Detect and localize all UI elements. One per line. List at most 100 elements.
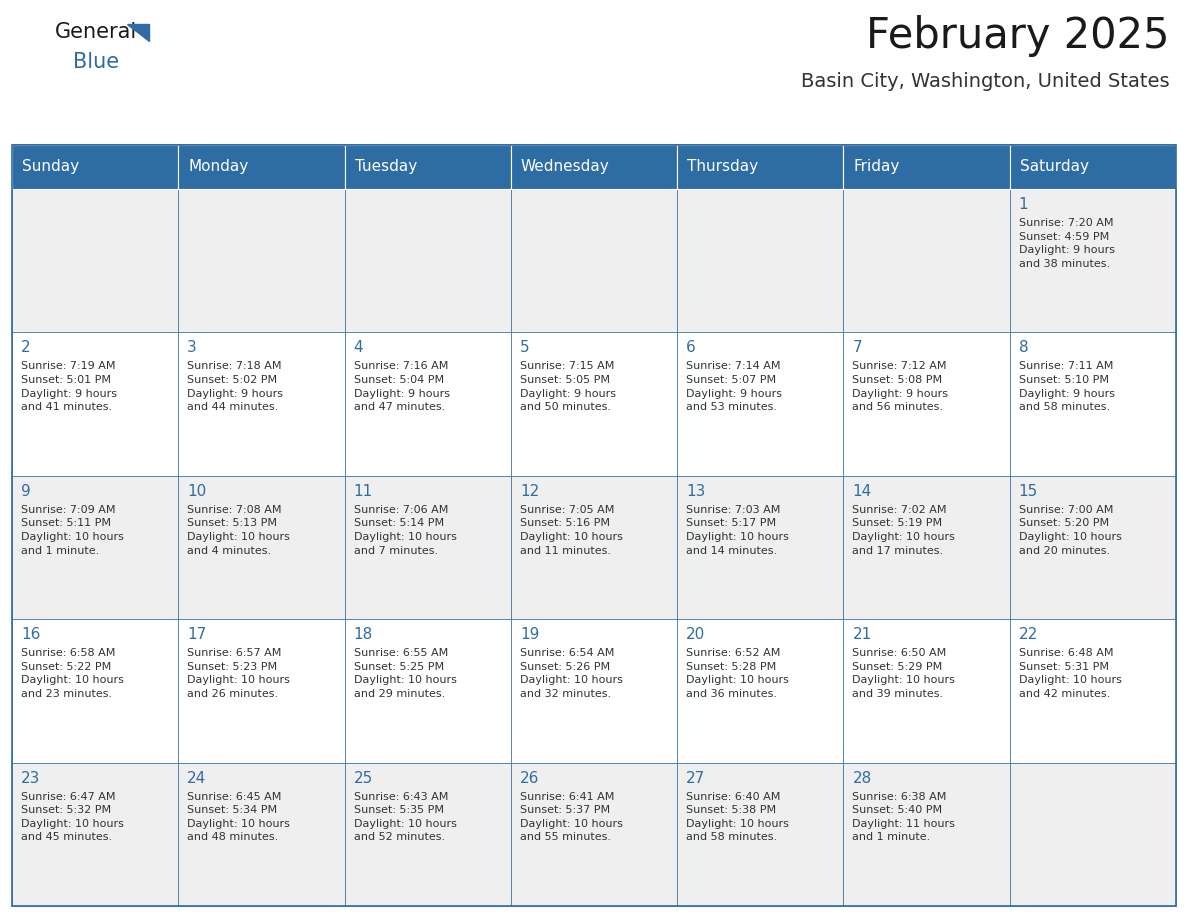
Text: 20: 20 xyxy=(687,627,706,643)
Text: 26: 26 xyxy=(520,770,539,786)
Bar xyxy=(677,476,843,620)
Text: Friday: Friday xyxy=(853,160,899,174)
Bar xyxy=(178,476,345,620)
Text: 19: 19 xyxy=(520,627,539,643)
Bar xyxy=(1010,763,1176,906)
Bar xyxy=(178,763,345,906)
Bar xyxy=(345,145,511,189)
Text: Sunrise: 7:06 AM
Sunset: 5:14 PM
Daylight: 10 hours
and 7 minutes.: Sunrise: 7:06 AM Sunset: 5:14 PM Dayligh… xyxy=(354,505,456,555)
Text: Wednesday: Wednesday xyxy=(520,160,609,174)
Bar xyxy=(511,476,677,620)
Text: Sunrise: 7:03 AM
Sunset: 5:17 PM
Daylight: 10 hours
and 14 minutes.: Sunrise: 7:03 AM Sunset: 5:17 PM Dayligh… xyxy=(687,505,789,555)
Text: Sunrise: 7:20 AM
Sunset: 4:59 PM
Daylight: 9 hours
and 38 minutes.: Sunrise: 7:20 AM Sunset: 4:59 PM Dayligh… xyxy=(1019,218,1114,269)
Bar xyxy=(1010,332,1176,476)
Bar xyxy=(843,763,1010,906)
Bar xyxy=(1010,189,1176,332)
Bar xyxy=(345,763,511,906)
Bar xyxy=(345,189,511,332)
Bar xyxy=(12,145,1176,906)
Text: 14: 14 xyxy=(853,484,872,498)
Text: Sunrise: 7:14 AM
Sunset: 5:07 PM
Daylight: 9 hours
and 53 minutes.: Sunrise: 7:14 AM Sunset: 5:07 PM Dayligh… xyxy=(687,362,782,412)
Bar xyxy=(843,620,1010,763)
Text: 11: 11 xyxy=(354,484,373,498)
Bar xyxy=(843,145,1010,189)
Text: 3: 3 xyxy=(188,341,197,355)
Text: 24: 24 xyxy=(188,770,207,786)
Text: 5: 5 xyxy=(520,341,530,355)
Text: Sunrise: 7:19 AM
Sunset: 5:01 PM
Daylight: 9 hours
and 41 minutes.: Sunrise: 7:19 AM Sunset: 5:01 PM Dayligh… xyxy=(21,362,116,412)
Bar xyxy=(843,332,1010,476)
Text: Sunrise: 6:48 AM
Sunset: 5:31 PM
Daylight: 10 hours
and 42 minutes.: Sunrise: 6:48 AM Sunset: 5:31 PM Dayligh… xyxy=(1019,648,1121,699)
Text: Thursday: Thursday xyxy=(687,160,758,174)
Bar xyxy=(1010,476,1176,620)
Text: 1: 1 xyxy=(1019,197,1029,212)
Text: Sunrise: 6:41 AM
Sunset: 5:37 PM
Daylight: 10 hours
and 55 minutes.: Sunrise: 6:41 AM Sunset: 5:37 PM Dayligh… xyxy=(520,791,623,843)
Text: 23: 23 xyxy=(21,770,40,786)
Text: 12: 12 xyxy=(520,484,539,498)
Text: Sunrise: 6:50 AM
Sunset: 5:29 PM
Daylight: 10 hours
and 39 minutes.: Sunrise: 6:50 AM Sunset: 5:29 PM Dayligh… xyxy=(853,648,955,699)
Bar xyxy=(12,189,178,332)
Bar xyxy=(1010,145,1176,189)
Bar xyxy=(12,476,178,620)
Text: 13: 13 xyxy=(687,484,706,498)
Text: 9: 9 xyxy=(21,484,31,498)
Bar xyxy=(677,763,843,906)
Bar xyxy=(12,145,178,189)
Bar xyxy=(511,620,677,763)
Text: Sunrise: 6:38 AM
Sunset: 5:40 PM
Daylight: 11 hours
and 1 minute.: Sunrise: 6:38 AM Sunset: 5:40 PM Dayligh… xyxy=(853,791,955,843)
Text: Sunrise: 6:57 AM
Sunset: 5:23 PM
Daylight: 10 hours
and 26 minutes.: Sunrise: 6:57 AM Sunset: 5:23 PM Dayligh… xyxy=(188,648,290,699)
Bar xyxy=(677,332,843,476)
Text: Sunrise: 6:58 AM
Sunset: 5:22 PM
Daylight: 10 hours
and 23 minutes.: Sunrise: 6:58 AM Sunset: 5:22 PM Dayligh… xyxy=(21,648,124,699)
Bar xyxy=(345,332,511,476)
Bar xyxy=(511,332,677,476)
Bar xyxy=(178,620,345,763)
Text: 6: 6 xyxy=(687,341,696,355)
Text: 15: 15 xyxy=(1019,484,1038,498)
Bar xyxy=(677,145,843,189)
Text: 18: 18 xyxy=(354,627,373,643)
Text: Monday: Monday xyxy=(188,160,248,174)
Bar xyxy=(12,332,178,476)
Text: Sunrise: 6:45 AM
Sunset: 5:34 PM
Daylight: 10 hours
and 48 minutes.: Sunrise: 6:45 AM Sunset: 5:34 PM Dayligh… xyxy=(188,791,290,843)
Bar xyxy=(511,145,677,189)
Bar xyxy=(677,189,843,332)
Text: 7: 7 xyxy=(853,341,862,355)
Text: 17: 17 xyxy=(188,627,207,643)
Bar xyxy=(1010,620,1176,763)
Text: 21: 21 xyxy=(853,627,872,643)
Text: General: General xyxy=(55,22,138,42)
Text: 4: 4 xyxy=(354,341,364,355)
Text: Sunrise: 7:12 AM
Sunset: 5:08 PM
Daylight: 9 hours
and 56 minutes.: Sunrise: 7:12 AM Sunset: 5:08 PM Dayligh… xyxy=(853,362,948,412)
Text: Sunday: Sunday xyxy=(23,160,80,174)
Text: February 2025: February 2025 xyxy=(866,15,1170,57)
Text: Tuesday: Tuesday xyxy=(354,160,417,174)
Bar xyxy=(12,620,178,763)
Text: Sunrise: 6:54 AM
Sunset: 5:26 PM
Daylight: 10 hours
and 32 minutes.: Sunrise: 6:54 AM Sunset: 5:26 PM Dayligh… xyxy=(520,648,623,699)
Bar xyxy=(843,189,1010,332)
Bar xyxy=(12,763,178,906)
Text: Saturday: Saturday xyxy=(1019,160,1088,174)
Polygon shape xyxy=(127,24,148,40)
Text: 22: 22 xyxy=(1019,627,1038,643)
Text: Sunrise: 6:55 AM
Sunset: 5:25 PM
Daylight: 10 hours
and 29 minutes.: Sunrise: 6:55 AM Sunset: 5:25 PM Dayligh… xyxy=(354,648,456,699)
Bar xyxy=(178,145,345,189)
Text: Sunrise: 6:52 AM
Sunset: 5:28 PM
Daylight: 10 hours
and 36 minutes.: Sunrise: 6:52 AM Sunset: 5:28 PM Dayligh… xyxy=(687,648,789,699)
Text: Sunrise: 7:05 AM
Sunset: 5:16 PM
Daylight: 10 hours
and 11 minutes.: Sunrise: 7:05 AM Sunset: 5:16 PM Dayligh… xyxy=(520,505,623,555)
Text: 2: 2 xyxy=(21,341,31,355)
Text: Sunrise: 7:09 AM
Sunset: 5:11 PM
Daylight: 10 hours
and 1 minute.: Sunrise: 7:09 AM Sunset: 5:11 PM Dayligh… xyxy=(21,505,124,555)
Text: Sunrise: 7:16 AM
Sunset: 5:04 PM
Daylight: 9 hours
and 47 minutes.: Sunrise: 7:16 AM Sunset: 5:04 PM Dayligh… xyxy=(354,362,449,412)
Text: Sunrise: 7:02 AM
Sunset: 5:19 PM
Daylight: 10 hours
and 17 minutes.: Sunrise: 7:02 AM Sunset: 5:19 PM Dayligh… xyxy=(853,505,955,555)
Text: Basin City, Washington, United States: Basin City, Washington, United States xyxy=(802,72,1170,91)
Bar xyxy=(843,476,1010,620)
Text: Blue: Blue xyxy=(72,52,119,72)
Bar xyxy=(677,620,843,763)
Bar xyxy=(345,476,511,620)
Bar xyxy=(511,763,677,906)
Text: 25: 25 xyxy=(354,770,373,786)
Bar xyxy=(178,189,345,332)
Text: Sunrise: 7:18 AM
Sunset: 5:02 PM
Daylight: 9 hours
and 44 minutes.: Sunrise: 7:18 AM Sunset: 5:02 PM Dayligh… xyxy=(188,362,283,412)
Text: Sunrise: 7:11 AM
Sunset: 5:10 PM
Daylight: 9 hours
and 58 minutes.: Sunrise: 7:11 AM Sunset: 5:10 PM Dayligh… xyxy=(1019,362,1114,412)
Text: 16: 16 xyxy=(21,627,40,643)
Text: Sunrise: 6:40 AM
Sunset: 5:38 PM
Daylight: 10 hours
and 58 minutes.: Sunrise: 6:40 AM Sunset: 5:38 PM Dayligh… xyxy=(687,791,789,843)
Bar xyxy=(345,620,511,763)
